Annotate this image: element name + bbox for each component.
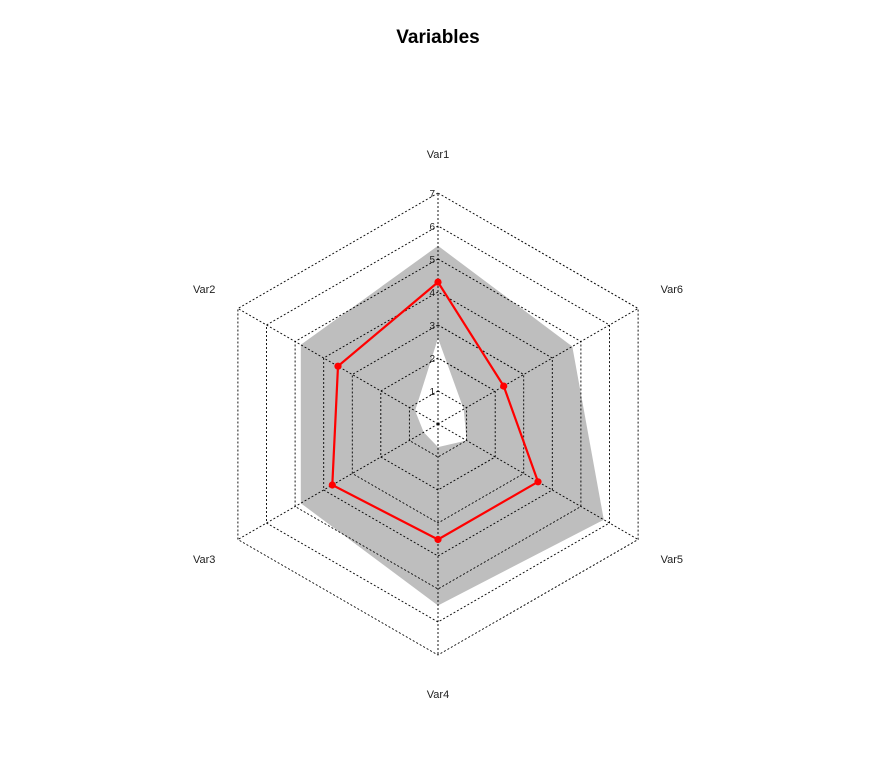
data-point-var5 <box>534 478 542 486</box>
axis-label-var4: Var4 <box>427 689 449 701</box>
chart-title: Variables <box>396 27 479 48</box>
tick-label-5: 5 <box>429 255 435 266</box>
tick-label-4: 4 <box>429 288 435 299</box>
data-point-var3 <box>328 481 336 489</box>
tick-label-2: 2 <box>429 354 435 365</box>
data-point-var4 <box>434 535 442 544</box>
grid-layer: 1 2 3 4 5 6 7 <box>237 189 639 656</box>
axis-label-var5: Var5 <box>661 554 683 566</box>
data-point-var6 <box>500 382 508 390</box>
axis-label-var3: Var3 <box>193 554 215 566</box>
axis-label-var1: Var1 <box>427 149 449 161</box>
data-point-var2 <box>334 362 342 370</box>
axis-labels-layer: Var1 Var2 Var3 Var4 Var5 Var6 <box>193 149 683 701</box>
spoke-5 <box>437 423 639 540</box>
spoke-2 <box>237 308 439 425</box>
axis-label-var6: Var6 <box>661 284 683 296</box>
tick-label-7: 7 <box>429 189 435 200</box>
tick-label-6: 6 <box>429 222 435 233</box>
spoke-6 <box>437 308 639 425</box>
range-band-layer <box>300 245 604 606</box>
data-point-var1 <box>434 278 442 286</box>
tick-label-3: 3 <box>429 321 435 332</box>
axis-label-var2: Var2 <box>193 284 215 296</box>
grid-ring-7 <box>237 192 639 656</box>
tick-label-1: 1 <box>429 387 435 398</box>
spoke-3 <box>237 423 439 540</box>
series-layer <box>328 278 542 544</box>
grid-ring-3 <box>351 324 525 524</box>
range-band <box>300 245 604 606</box>
